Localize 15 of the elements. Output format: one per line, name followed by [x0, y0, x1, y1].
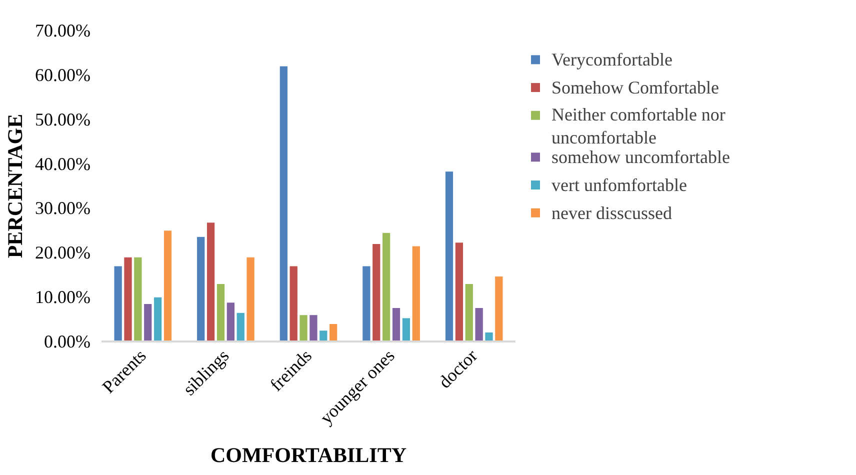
legend-label: somehow uncomfortable: [552, 147, 730, 168]
y-tick-label: 30.00%: [35, 198, 91, 218]
y-tick-label: 50.00%: [35, 109, 91, 130]
legend-label: Somehow Comfortable: [552, 78, 719, 98]
y-tick-label: 60.00%: [35, 64, 91, 85]
y-axis-title: PERCENTAGE: [3, 114, 28, 258]
y-tick-label: 70.00%: [35, 20, 91, 40]
legend-label: never disscussed: [552, 202, 672, 223]
y-tick-label: 40.00%: [35, 154, 91, 174]
y-tick-label: 0.00%: [44, 332, 91, 352]
y-tick-label: 20.00%: [35, 242, 91, 263]
y-tick-label: 10.00%: [35, 287, 91, 308]
x-axis-title: COMFORTABILITY: [210, 442, 407, 467]
legend-label: Verycomfortable: [552, 50, 672, 70]
legend-label: vert unfomfortable: [552, 175, 687, 196]
